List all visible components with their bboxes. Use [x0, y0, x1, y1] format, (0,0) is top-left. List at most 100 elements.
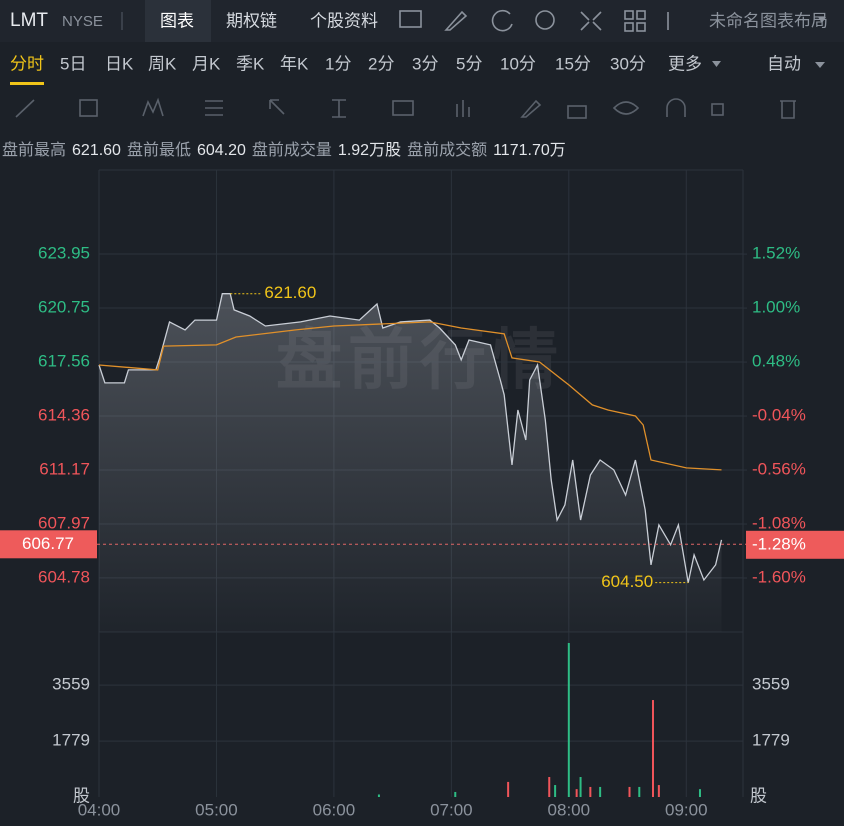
- icon[interactable]: [535, 10, 555, 30]
- tab[interactable]: 图表: [160, 11, 194, 30]
- tool-icon[interactable]: [780, 100, 796, 119]
- period[interactable]: 15分: [555, 54, 591, 73]
- tool-icon[interactable]: [269, 99, 285, 115]
- last-price: 606.77: [22, 534, 74, 553]
- dropdown-arrow[interactable]: [712, 61, 721, 67]
- y2-tick-label: -0.04%: [752, 406, 806, 425]
- mode[interactable]: 自动: [767, 54, 801, 73]
- dropdown-arrow[interactable]: [815, 62, 825, 68]
- y-tick-label: 620.75: [38, 298, 90, 317]
- tab[interactable]: 个股资料: [310, 11, 378, 30]
- y2-tick-label: 1.00%: [752, 298, 800, 317]
- tool-icon[interactable]: [612, 101, 640, 115]
- icon[interactable]: [624, 10, 634, 20]
- layout-name[interactable]: 未命名图表布局: [709, 11, 828, 30]
- tool-icon[interactable]: [666, 98, 686, 117]
- active-underline: [10, 82, 44, 85]
- period[interactable]: 30分: [610, 54, 646, 73]
- period[interactable]: 更多: [668, 54, 702, 73]
- stat-label: 盘前成交额: [407, 140, 487, 159]
- y2-tick-label: -1.08%: [752, 514, 806, 533]
- period[interactable]: 年K: [280, 54, 309, 73]
- period[interactable]: 1分: [325, 54, 351, 73]
- last-change: -1.28%: [752, 534, 806, 553]
- volume-bar: [589, 786, 592, 797]
- high-label: 621.60: [264, 283, 316, 302]
- period[interactable]: 5分: [456, 54, 482, 73]
- volume-tick-label: 3559: [752, 675, 790, 694]
- volume-bar: [628, 786, 631, 797]
- y-tick-label: 623.95: [38, 243, 90, 262]
- icon[interactable]: [444, 10, 468, 31]
- low-label: 604.50: [601, 572, 653, 591]
- icon[interactable]: [636, 22, 646, 32]
- volume-tick-label: 1779: [752, 731, 790, 750]
- stats: 盘前最高 621.60 盘前最低 604.20 盘前成交量 1.92万股 盘前成交额 1171…: [2, 140, 566, 159]
- icon[interactable]: [399, 10, 422, 28]
- y-tick-label: 617.56: [38, 351, 90, 370]
- period[interactable]: 10分: [500, 54, 536, 73]
- stat-value: 1171.70万: [493, 142, 566, 159]
- x-tick-label: 04:00: [78, 800, 121, 819]
- volume-bar: [698, 789, 701, 797]
- exchange: NYSE: [62, 13, 103, 30]
- period[interactable]: 月K: [192, 54, 221, 73]
- tool-icon[interactable]: [142, 97, 164, 117]
- volume-tick-label: 1779: [52, 731, 90, 750]
- y2-tick-label: -1.60%: [752, 567, 806, 586]
- active-tab-bg: [145, 0, 211, 42]
- volume-bar: [657, 785, 660, 797]
- volume-bar: [638, 786, 641, 797]
- icon[interactable]: [624, 22, 634, 32]
- tool-icon[interactable]: [567, 105, 587, 119]
- icon[interactable]: [636, 10, 646, 20]
- period[interactable]: 日K: [105, 54, 134, 73]
- volume-bar: [579, 777, 582, 797]
- stat-value: 1.92万股: [338, 141, 401, 159]
- tool-icon[interactable]: [79, 99, 98, 117]
- dropdown-arrow[interactable]: [818, 17, 826, 23]
- volume-bar: [554, 785, 557, 797]
- volume-unit: 股: [73, 786, 90, 805]
- tool-icon[interactable]: [711, 103, 724, 116]
- tool-icon[interactable]: [15, 99, 35, 118]
- volume-tick-label: 3559: [52, 675, 90, 694]
- tool-icon[interactable]: [456, 100, 470, 117]
- stat-label: 盘前最低: [127, 140, 191, 159]
- period[interactable]: 分时: [10, 54, 44, 73]
- period[interactable]: 季K: [236, 54, 265, 73]
- x-tick-label: 06:00: [313, 800, 356, 819]
- volume-bar: [567, 643, 570, 797]
- stat-label: 盘前最高: [2, 140, 66, 159]
- volume-bar: [377, 794, 380, 797]
- x-tick-label: 05:00: [195, 800, 238, 819]
- period[interactable]: 3分: [412, 54, 438, 73]
- tab[interactable]: 期权链: [226, 11, 277, 30]
- plot: 04:0005:0006:0007:0008:0009:00盘前行情623.95…: [0, 169, 844, 819]
- line: [98, 293, 723, 583]
- y2-tick-label: -0.56%: [752, 460, 806, 479]
- period[interactable]: 周K: [148, 54, 177, 73]
- tool-icon[interactable]: [520, 99, 542, 118]
- y-tick-label: 611.17: [39, 459, 90, 478]
- volume-bar: [651, 700, 654, 797]
- y2-tick-label: 0.48%: [752, 352, 800, 371]
- volume-bar: [599, 786, 602, 797]
- tool-icon[interactable]: [392, 100, 414, 116]
- period[interactable]: 5日: [60, 54, 86, 73]
- volume-bar: [548, 777, 551, 797]
- y2-tick-label: 1.52%: [752, 244, 800, 263]
- volume-bar: [507, 781, 510, 797]
- line: [98, 321, 722, 471]
- toolbar-icons: [399, 9, 669, 32]
- icon[interactable]: [491, 9, 513, 32]
- stat-value: 621.60: [72, 142, 121, 159]
- tool-icon[interactable]: [332, 99, 346, 118]
- tool-icon[interactable]: [205, 100, 223, 116]
- icon[interactable]: [580, 11, 602, 31]
- volume-bar: [454, 791, 457, 797]
- period[interactable]: 2分: [368, 54, 394, 73]
- y-tick-label: 607.97: [38, 514, 90, 533]
